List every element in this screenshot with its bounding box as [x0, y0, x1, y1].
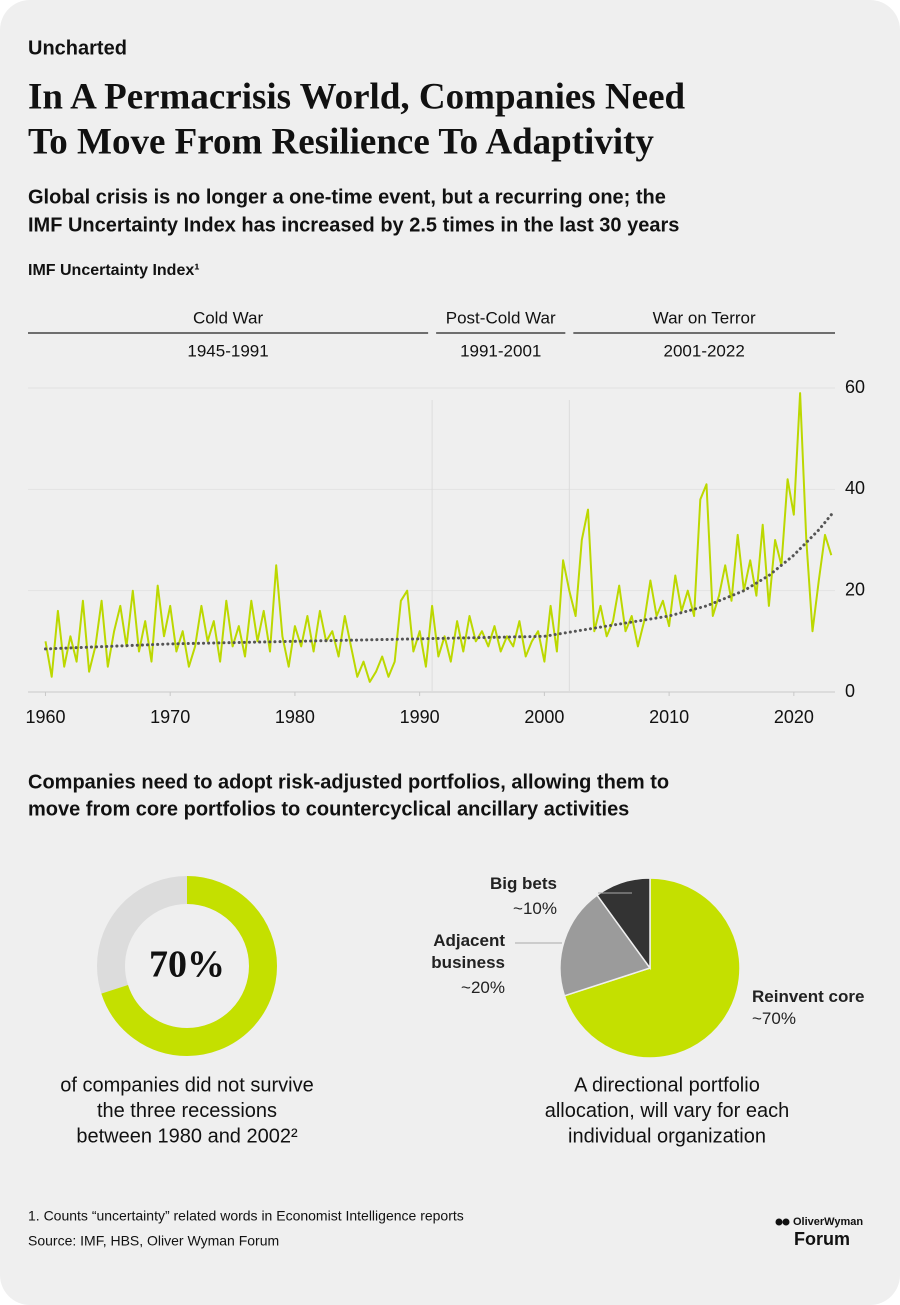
x-tick-label: 2020 [774, 707, 814, 727]
caption: individual organization [568, 1125, 766, 1147]
pie-label: Reinvent core [752, 987, 865, 1006]
period-name: Post-Cold War [446, 308, 556, 327]
pie-label: Adjacent business [431, 931, 505, 972]
caption: allocation, will vary for each [545, 1100, 790, 1122]
data-line [44, 392, 833, 683]
donut-arc [97, 876, 277, 1056]
pie-value-label: ~70% [752, 1009, 796, 1028]
caption: the three recessions [97, 1100, 277, 1122]
subtitle: IMF Uncertainty Index has increased by 2… [28, 214, 679, 236]
x-tick-label: 2000 [524, 707, 564, 727]
caption: between 1980 and 2002² [76, 1125, 298, 1147]
title: To Move From Resilience To Adaptivity [28, 121, 654, 162]
subtitle: Global crisis is no longer a one-time ev… [28, 186, 666, 208]
y-tick-label: 40 [845, 478, 865, 498]
x-tick-label: 2010 [649, 707, 689, 727]
x-tick-label: 1960 [25, 707, 65, 727]
pie-value-label: ~20% [461, 978, 505, 997]
x-tick-label: 1990 [400, 707, 440, 727]
y-tick-label: 20 [845, 579, 865, 599]
pie-slice [596, 877, 651, 971]
caption: of companies did not survive [60, 1074, 313, 1096]
footnote: 1. Counts “uncertainty” related words in… [28, 1208, 464, 1224]
y-tick-label: 0 [845, 681, 855, 701]
chart-title: IMF Uncertainty Index¹ [28, 262, 200, 279]
x-tick-label: 1980 [275, 707, 315, 727]
section-title: Companies need to adopt risk-adjusted po… [28, 771, 669, 793]
donut-value: 70% [149, 944, 225, 986]
kicker: Uncharted [28, 37, 127, 59]
period-range: 2001-2022 [664, 341, 745, 360]
logo-mark [775, 1218, 783, 1226]
logo: Forum [794, 1229, 850, 1249]
logo: OliverWyman [793, 1216, 863, 1228]
pie-label: Big bets [489, 874, 557, 893]
y-tick-label: 60 [845, 377, 865, 397]
caption: A directional portfolio [574, 1074, 760, 1096]
trend-line [44, 513, 833, 651]
pie-slice [559, 894, 652, 997]
pie-value-label: ~10% [513, 899, 557, 918]
title: In A Permacrisis World, Companies Need [28, 76, 686, 117]
pie-slice [563, 877, 741, 1059]
logo-mark [782, 1218, 790, 1226]
source: Source: IMF, HBS, Oliver Wyman Forum [28, 1233, 279, 1249]
period-range: 1991-2001 [460, 341, 541, 360]
section-title: move from core portfolios to countercycl… [28, 798, 629, 820]
period-name: Cold War [193, 308, 264, 327]
period-range: 1945-1991 [187, 341, 268, 360]
x-tick-label: 1970 [150, 707, 190, 727]
period-name: War on Terror [653, 308, 756, 327]
